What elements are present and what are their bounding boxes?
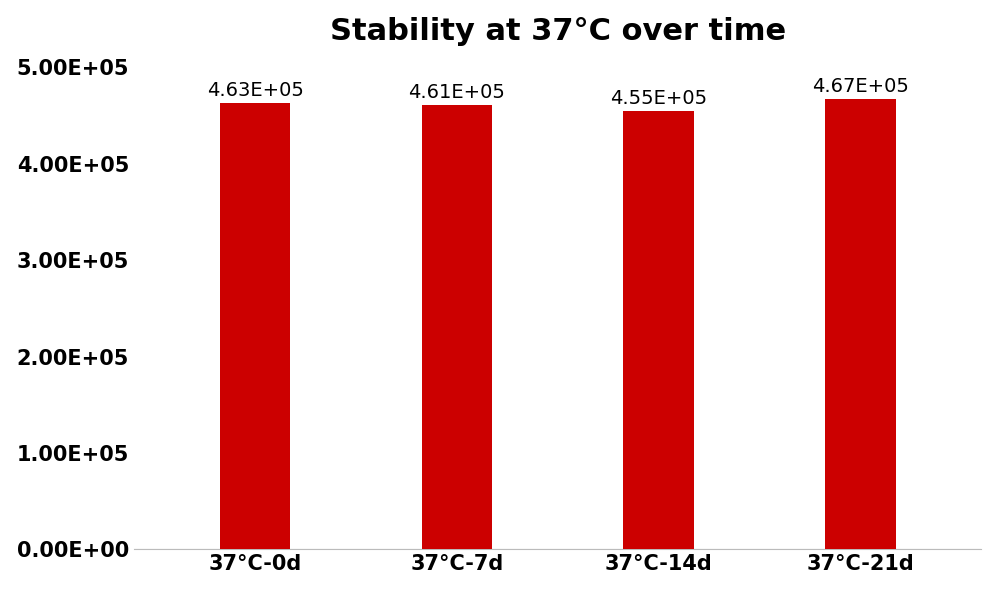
Title: Stability at 37°C over time: Stability at 37°C over time (329, 17, 785, 46)
Text: 4.67E+05: 4.67E+05 (811, 77, 909, 96)
Text: 4.55E+05: 4.55E+05 (610, 89, 708, 108)
Text: 4.61E+05: 4.61E+05 (408, 83, 505, 102)
Bar (220, 103, 290, 550)
Bar (825, 99, 895, 550)
Bar (623, 111, 694, 550)
Text: 4.63E+05: 4.63E+05 (207, 81, 303, 100)
Bar (421, 105, 492, 550)
